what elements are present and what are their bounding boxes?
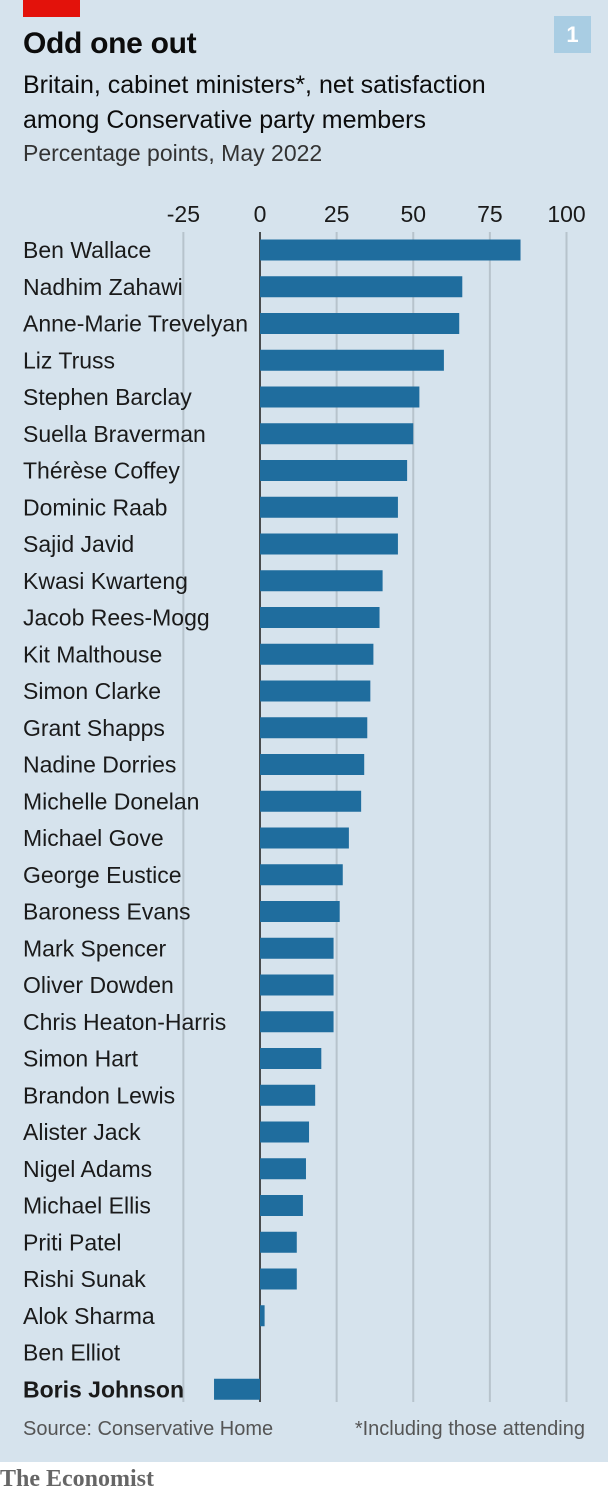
bar: [260, 864, 343, 886]
chart-title: Odd one out: [23, 27, 197, 60]
category-label: Brandon Lewis: [23, 1082, 175, 1108]
category-label: Chris Heaton-Harris: [23, 1009, 226, 1035]
bar: [260, 1048, 322, 1069]
category-label: Jacob Rees-Mogg: [23, 605, 210, 631]
category-label: Sajid Javid: [23, 531, 134, 557]
category-label: Dominic Raab: [23, 494, 167, 520]
category-label: Nigel Adams: [23, 1156, 152, 1182]
category-label: Rishi Sunak: [23, 1266, 146, 1292]
category-label: Liz Truss: [23, 347, 115, 373]
bar: [260, 1084, 316, 1106]
bar: [260, 1231, 297, 1253]
brand-red-tag: [23, 0, 80, 17]
category-label: Kwasi Kwarteng: [23, 568, 188, 594]
category-label: Anne-Marie Trevelyan: [23, 311, 248, 337]
bar: [260, 349, 444, 371]
bar: [260, 276, 463, 298]
category-label: Kit Malthouse: [23, 641, 162, 667]
category-label: Ben Elliot: [23, 1340, 121, 1366]
category-label: Simon Hart: [23, 1046, 139, 1072]
bar: [260, 790, 362, 812]
bar: [260, 607, 380, 628]
category-label: Mark Spencer: [23, 935, 167, 961]
category-label: Michael Ellis: [23, 1193, 151, 1219]
category-label: Nadhim Zahawi: [23, 274, 183, 300]
bar: [260, 423, 414, 445]
category-label: Grant Shapps: [23, 715, 165, 741]
bar: [260, 974, 334, 996]
category-label: Boris Johnson: [23, 1376, 184, 1402]
source-note: Source: Conservative Home: [23, 1418, 274, 1440]
bar: [260, 827, 349, 849]
bar: [260, 754, 365, 775]
category-label: George Eustice: [23, 862, 182, 888]
bar: [260, 937, 334, 959]
x-tick-label: 75: [477, 201, 503, 227]
category-label: Alok Sharma: [23, 1303, 155, 1329]
bar: [260, 533, 398, 555]
x-tick-label: 100: [547, 201, 585, 227]
x-tick-label: 25: [324, 201, 350, 227]
bar: [260, 1268, 297, 1290]
x-tick-label: 50: [400, 201, 426, 227]
category-label: Ben Wallace: [23, 237, 151, 263]
bar-chart: -25 0 25 50 75 100 Ben Wallace Nadhim Zahawi Ann…: [23, 201, 586, 1402]
category-label: Priti Patel: [23, 1229, 121, 1255]
category-label: Oliver Dowden: [23, 972, 174, 998]
bar: [260, 1305, 265, 1327]
category-label: Baroness Evans: [23, 899, 190, 925]
category-label: Stephen Barclay: [23, 384, 192, 410]
category-label: Michelle Donelan: [23, 788, 199, 814]
category-label: Nadine Dorries: [23, 752, 176, 778]
category-label: Thérèse Coffey: [23, 458, 180, 484]
category-label: Suella Braverman: [23, 421, 206, 447]
bar: [260, 643, 374, 665]
bar: [260, 460, 408, 481]
bar: [260, 570, 383, 592]
bar: [260, 901, 340, 922]
bar: [260, 239, 521, 261]
category-label: Michael Gove: [23, 825, 164, 851]
footnote: *Including those attending: [354, 1418, 585, 1440]
chart-number-badge: 1: [554, 16, 591, 53]
category-label: Alister Jack: [23, 1119, 141, 1145]
bar: [260, 386, 420, 408]
x-tick-label: 0: [254, 201, 267, 227]
bar: [260, 313, 460, 334]
x-tick-label: -25: [167, 201, 200, 227]
bar: [260, 1158, 306, 1180]
bar: [214, 1378, 260, 1400]
bar: [260, 496, 398, 518]
bar: [260, 717, 368, 739]
bar: [260, 1195, 303, 1216]
publisher-logo: The Economist: [0, 1466, 155, 1492]
chart-units: Percentage points, May 2022: [23, 140, 323, 166]
chart-subtitle: Britain, cabinet ministers*, net satisfa…: [23, 71, 486, 134]
bar: [260, 1121, 310, 1143]
category-label: Simon Clarke: [23, 678, 161, 704]
bar: [260, 1011, 334, 1033]
bar: [260, 680, 371, 702]
